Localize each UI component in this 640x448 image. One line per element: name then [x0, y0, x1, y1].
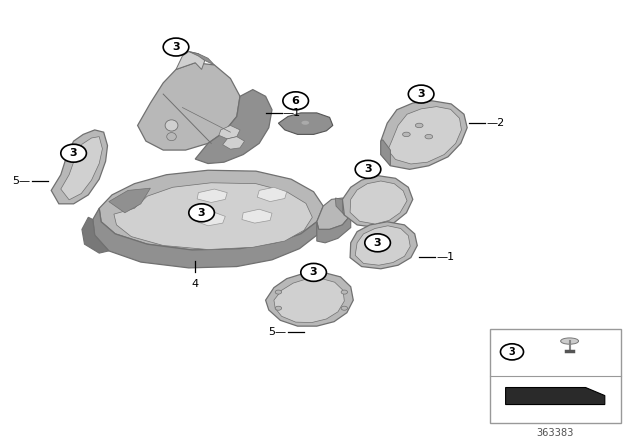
Ellipse shape [301, 121, 309, 125]
Polygon shape [99, 170, 323, 250]
Ellipse shape [425, 134, 433, 139]
Polygon shape [109, 188, 150, 213]
Polygon shape [61, 137, 102, 200]
Ellipse shape [275, 290, 282, 294]
Text: 3: 3 [417, 89, 425, 99]
Text: 5—: 5— [269, 327, 287, 337]
Polygon shape [381, 140, 390, 166]
Ellipse shape [403, 132, 410, 137]
Polygon shape [197, 189, 227, 202]
FancyBboxPatch shape [490, 329, 621, 423]
Text: 3: 3 [310, 267, 317, 277]
Text: 3: 3 [364, 164, 372, 174]
Text: 5—: 5— [13, 176, 31, 186]
Polygon shape [278, 113, 333, 134]
Polygon shape [506, 388, 605, 405]
Polygon shape [355, 226, 410, 265]
Text: 3: 3 [198, 208, 205, 218]
Text: 3: 3 [374, 238, 381, 248]
Polygon shape [266, 272, 353, 326]
Ellipse shape [275, 306, 282, 310]
Circle shape [163, 38, 189, 56]
Circle shape [283, 92, 308, 110]
Polygon shape [189, 52, 214, 65]
Ellipse shape [561, 338, 579, 344]
Ellipse shape [165, 120, 178, 131]
Text: 3: 3 [172, 42, 180, 52]
Circle shape [61, 144, 86, 162]
Text: 3: 3 [509, 347, 515, 357]
Text: 3: 3 [70, 148, 77, 158]
Polygon shape [342, 176, 413, 228]
Polygon shape [176, 52, 205, 69]
Circle shape [408, 85, 434, 103]
Polygon shape [93, 208, 317, 268]
Polygon shape [388, 107, 461, 164]
Circle shape [500, 344, 524, 360]
Circle shape [365, 234, 390, 252]
Polygon shape [350, 222, 417, 269]
Ellipse shape [341, 306, 348, 310]
Circle shape [301, 263, 326, 281]
Polygon shape [317, 215, 351, 243]
Ellipse shape [166, 133, 177, 141]
Polygon shape [195, 90, 272, 164]
Polygon shape [219, 125, 240, 139]
Polygon shape [350, 181, 407, 224]
Polygon shape [197, 212, 225, 226]
Ellipse shape [415, 123, 423, 128]
Polygon shape [317, 198, 351, 229]
Text: 4: 4 [191, 279, 199, 289]
Text: 363383: 363383 [537, 428, 574, 438]
Polygon shape [242, 209, 272, 223]
Circle shape [355, 160, 381, 178]
Polygon shape [82, 217, 109, 253]
Text: —1: —1 [436, 252, 454, 262]
Polygon shape [114, 183, 312, 250]
Text: —2: —2 [486, 118, 505, 128]
Text: 6: 6 [292, 96, 300, 106]
Polygon shape [274, 279, 344, 323]
Ellipse shape [341, 290, 348, 294]
Circle shape [189, 204, 214, 222]
Polygon shape [257, 187, 287, 202]
Polygon shape [223, 137, 244, 149]
Polygon shape [381, 101, 467, 169]
Polygon shape [138, 63, 240, 150]
Text: —1: —1 [283, 108, 301, 118]
Polygon shape [335, 198, 344, 215]
Polygon shape [51, 130, 108, 204]
